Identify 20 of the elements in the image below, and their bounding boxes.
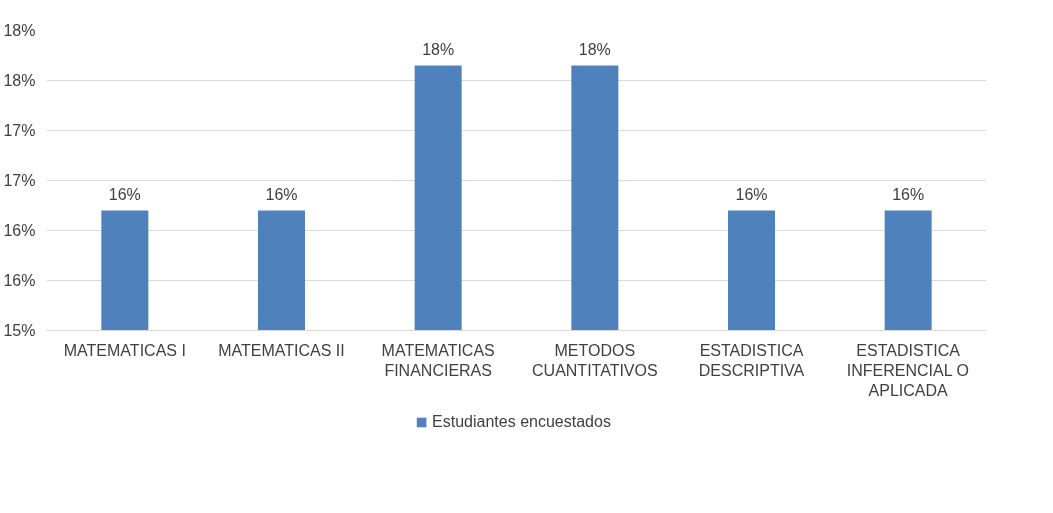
data-label: 16%	[108, 185, 141, 203]
y-tick-label: 15%	[3, 322, 36, 339]
y-tick-label: 18%	[3, 22, 36, 39]
x-tick-label: ESTADISTICA INFERENCIAL O APLICADA	[846, 341, 969, 400]
x-tick-label: MATEMATICAS FINANCIERAS	[381, 341, 495, 379]
y-tick-label: 16%	[3, 222, 36, 239]
x-tick-label: METODOS CUANTITATIVOS	[532, 341, 658, 379]
x-tick-label: MATEMATICAS I	[63, 341, 186, 359]
data-label: 18%	[422, 40, 455, 58]
data-label: 16%	[265, 185, 298, 203]
legend-label: Estudiantes encuestados	[432, 413, 611, 431]
y-tick-label: 17%	[3, 172, 36, 189]
x-tick-label: ESTADISTICA DESCRIPTIVA	[698, 341, 805, 379]
y-tick-label: 18%	[3, 72, 36, 89]
y-tick-label: 17%	[3, 122, 36, 139]
y-tick-label: 16%	[3, 272, 36, 289]
data-label: 16%	[892, 185, 925, 203]
data-label: 16%	[735, 185, 768, 203]
data-label: 18%	[578, 40, 611, 58]
x-tick-label: MATEMATICAS II	[218, 341, 345, 359]
